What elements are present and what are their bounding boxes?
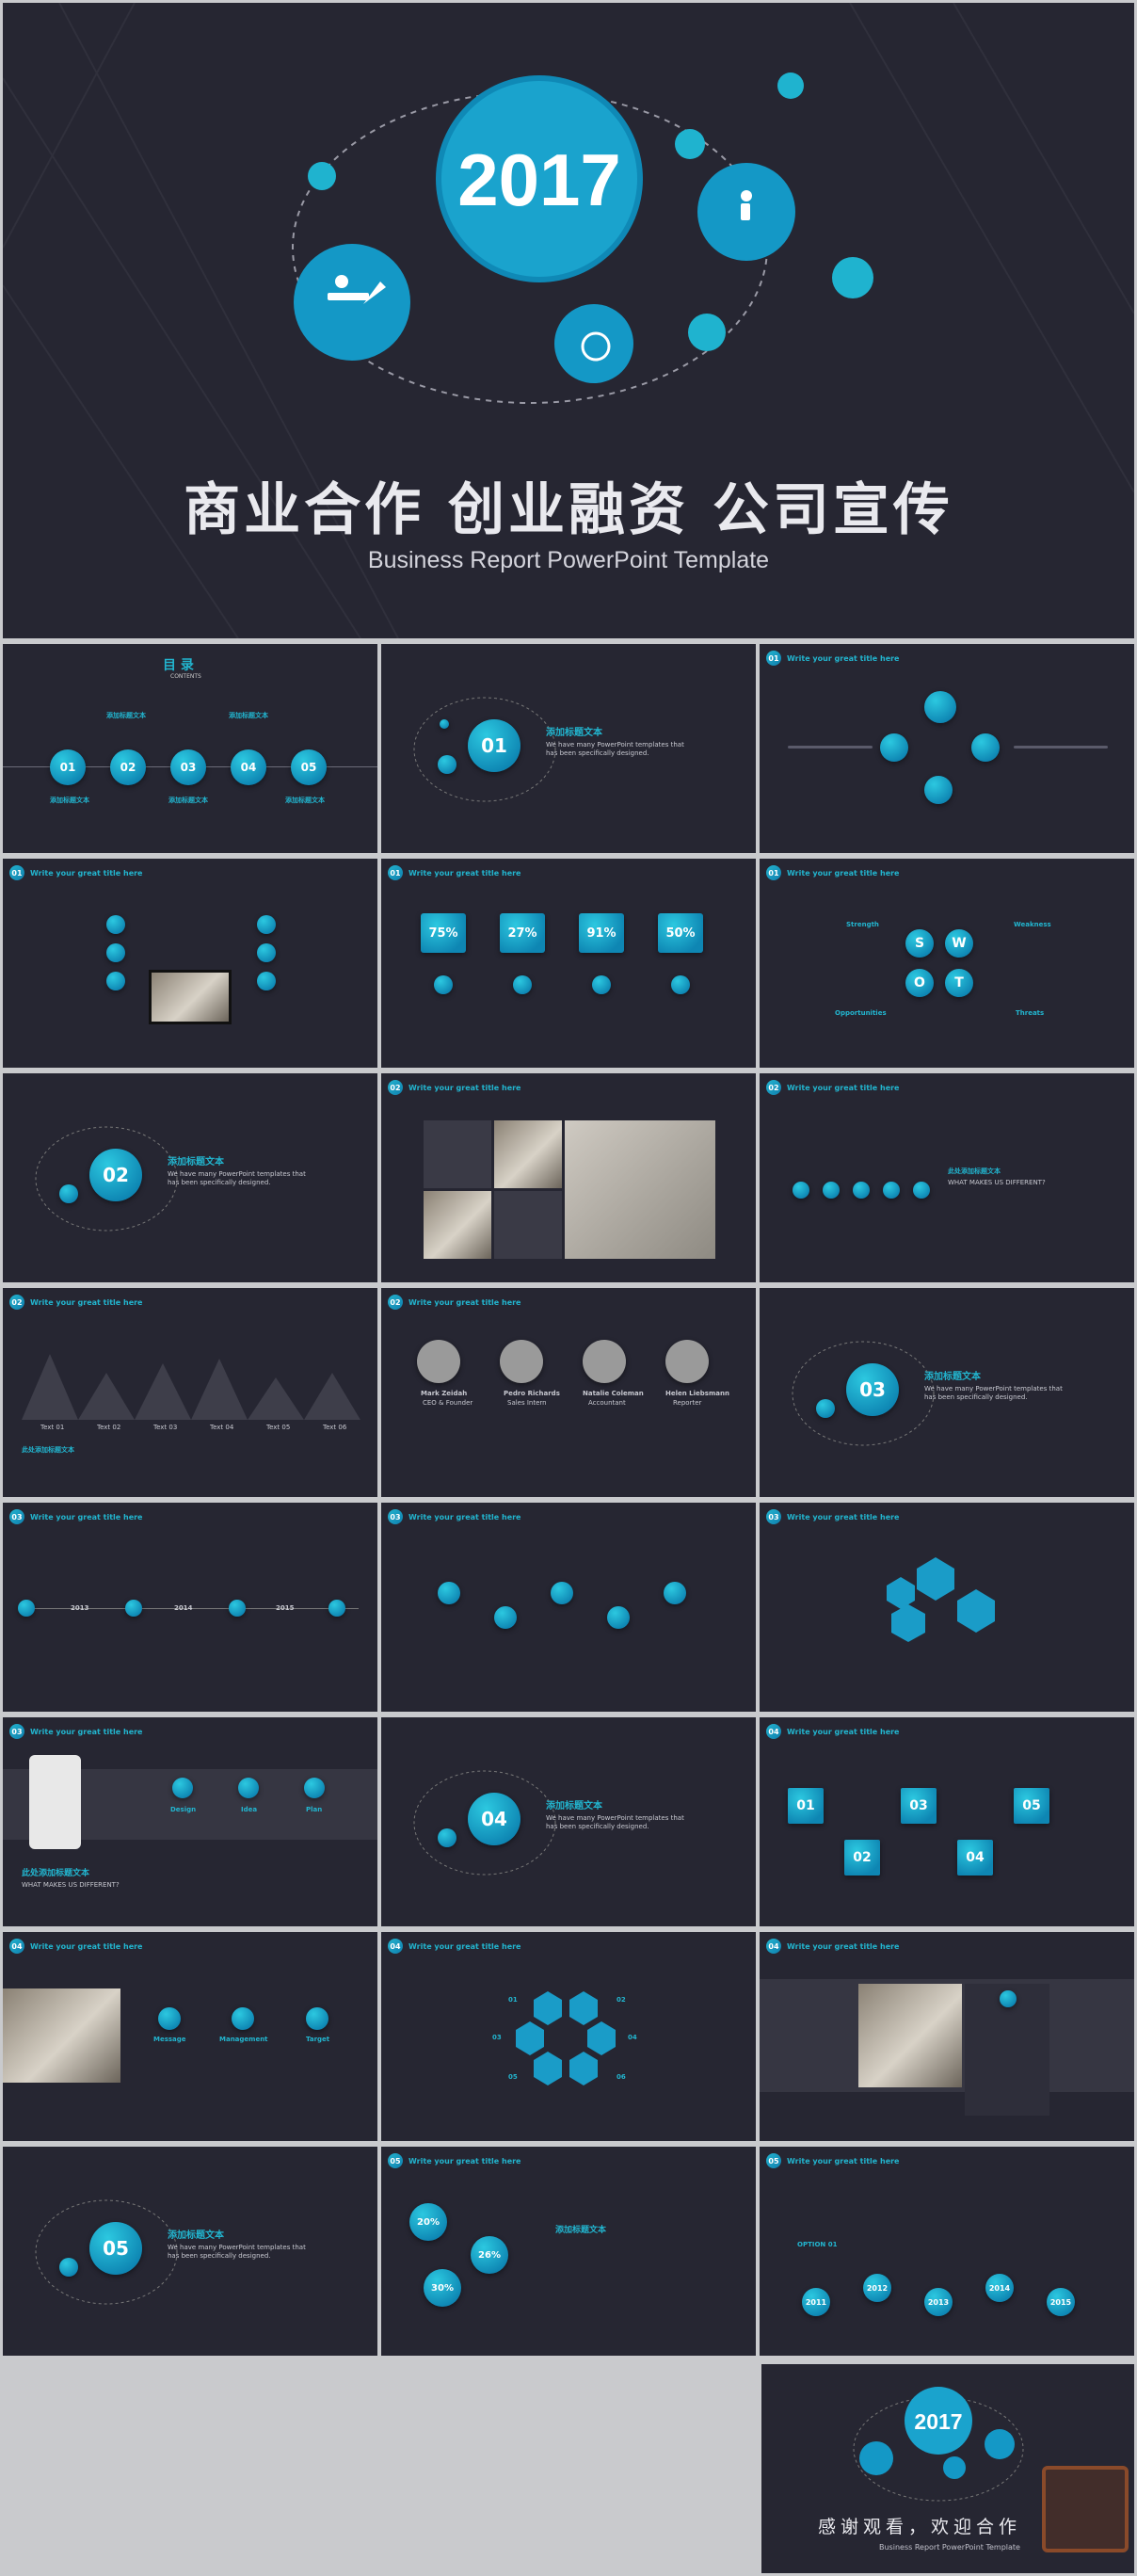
slide-section-03[interactable]: 03 添加标题文本 We have many PowerPoint templa… — [760, 1288, 1134, 1497]
slide-swot[interactable]: 01 Write your great title here S W O T St… — [760, 859, 1134, 1068]
toc-label: 添加标题文本 — [50, 797, 89, 804]
cover-title: 商业合作 创业融资 公司宣传 — [184, 477, 953, 543]
toc-subtitle: CONTENTS — [170, 673, 201, 680]
slide-percent-01[interactable]: 01 Write your great title here 75% 27% 91… — [381, 859, 756, 1068]
swot-w: W — [945, 929, 973, 958]
seal-stamp — [1042, 2466, 1129, 2552]
toc-label: 添加标题文本 — [168, 797, 208, 804]
toc-item-03[interactable]: 03 — [170, 749, 206, 785]
percent-block: 50% — [658, 913, 703, 953]
slide-icons-01[interactable]: 01 Write your great title here — [760, 644, 1134, 853]
toc-title: 目 录 — [163, 658, 194, 673]
section-text: We have many PowerPoint templates that h… — [546, 741, 684, 757]
slide-team-02[interactable]: 02 Write your great title here Mark Zeida… — [381, 1288, 756, 1497]
slide-hex-ring-04[interactable]: 04 Write your great title here 01 02 03 0… — [381, 1932, 756, 2141]
slide-toc[interactable]: 目 录 CONTENTS 01 02 03 04 05 添加标题文本 添加标题文… — [3, 644, 377, 853]
cover-graphic: 2017 — [3, 3, 1134, 638]
slide-photo-message-04[interactable]: 04 Write your great title here Message Ma… — [3, 1932, 377, 2141]
slide-ending[interactable]: 2017 感谢观看，欢迎合作 Business Report PowerPoin… — [761, 2364, 1134, 2573]
ending-thanks: 感谢观看，欢迎合作 — [818, 2517, 1022, 2537]
slide-list-01[interactable]: 01 Write your great title here — [3, 859, 377, 1068]
section-number: 01 — [468, 719, 520, 772]
cover-slide[interactable]: 2017 商业合作 创业融资 公司宣传 Business Report Powe… — [3, 3, 1134, 638]
swot-s: S — [905, 929, 934, 958]
toc-item-04[interactable]: 04 — [231, 749, 266, 785]
slide-section-01[interactable]: 01 添加标题文本 We have many PowerPoint templa… — [381, 644, 756, 853]
slide-section-05[interactable]: 05 添加标题文本 We have many PowerPoint templa… — [3, 2147, 377, 2356]
slide-section-04[interactable]: 04 添加标题文本 We have many PowerPoint templa… — [381, 1717, 756, 1926]
ending-year: 2017 — [914, 2409, 962, 2434]
slide-phone-03[interactable]: 03 Write your great title here Design Ide… — [3, 1717, 377, 1926]
percent-block: 75% — [421, 913, 466, 953]
toc-label: 添加标题文本 — [106, 712, 146, 719]
cover-subtitle: Business Report PowerPoint Template — [367, 547, 770, 573]
slide-section-02[interactable]: 02 添加标题文本 We have many PowerPoint templa… — [3, 1073, 377, 1282]
slide-hills-02[interactable]: 02 Write your great title here Text 01 Te… — [3, 1288, 377, 1497]
toc-label: 添加标题文本 — [229, 712, 268, 719]
swot-o: O — [905, 969, 934, 997]
slide-hexagons-03[interactable]: 03 Write your great title here — [760, 1503, 1134, 1712]
toc-item-01[interactable]: 01 — [50, 749, 86, 785]
percent-block: 27% — [500, 913, 545, 953]
slide-photos-02[interactable]: 02 Write your great title here — [381, 1073, 756, 1282]
slide-columns-02[interactable]: 02 Write your great title here 此处添加标题文本 W… — [760, 1073, 1134, 1282]
toc-item-05[interactable]: 05 — [291, 749, 327, 785]
toc-label: 添加标题文本 — [285, 797, 325, 804]
percent-block: 91% — [579, 913, 624, 953]
slide-thumbnail-grid: 目 录 CONTENTS 01 02 03 04 05 添加标题文本 添加标题文… — [3, 644, 1134, 2573]
slide-steps-03[interactable]: 03 Write your great title here — [381, 1503, 756, 1712]
slide-quote-04[interactable]: 04 Write your great title here — [760, 1932, 1134, 2141]
swot-t: T — [945, 969, 973, 997]
ending-subtitle: Business Report PowerPoint Template — [879, 2543, 1020, 2552]
slide-years-05[interactable]: 05 Write your great title here 20% 26% 30… — [381, 2147, 756, 2356]
cover-year: 2017 — [457, 138, 621, 221]
section-label: 添加标题文本 — [546, 728, 602, 738]
slide-numbers-04[interactable]: 04 Write your great title here 01 03 05 0… — [760, 1717, 1134, 1926]
slide-options-05[interactable]: 05 Write your great title here 2011 2012 … — [760, 2147, 1134, 2356]
toc-item-02[interactable]: 02 — [110, 749, 146, 785]
slide-timeline-03[interactable]: 03 Write your great title here 2013 2014 … — [3, 1503, 377, 1712]
